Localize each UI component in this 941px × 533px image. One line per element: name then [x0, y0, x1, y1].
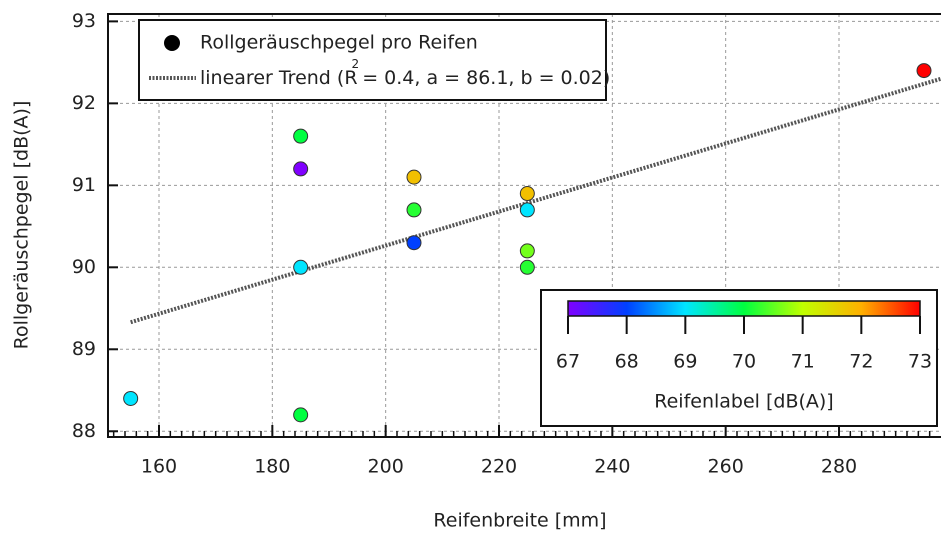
colorbar-tick-label: 68 — [615, 351, 639, 373]
colorbar-label: Reifenlabel [dB(A)] — [654, 391, 833, 413]
y-tick-label: 91 — [72, 174, 96, 196]
colorbar-tick-label: 73 — [908, 351, 932, 373]
legend-label-part: 2 — [352, 57, 360, 71]
colorbar-tick-label: 71 — [791, 351, 815, 373]
data-point — [406, 202, 422, 218]
plot-frame — [107, 13, 941, 438]
colorbar-tick-label: 69 — [673, 351, 697, 373]
data-point — [519, 243, 535, 259]
legend-label-part: = 0.4, a = 86.1, b = 0.02) — [356, 67, 610, 89]
colorbar-tick-label: 70 — [732, 351, 756, 373]
legend-label: linearer Trend (R2 = 0.4, a = 86.1, b = … — [200, 57, 610, 89]
colorbar-tick-label: 72 — [849, 351, 873, 373]
data-point — [916, 63, 932, 79]
data-point — [293, 161, 309, 177]
colorbar — [567, 300, 921, 317]
y-tick-label: 93 — [72, 10, 96, 32]
data-point — [406, 235, 422, 251]
legend-marker — [164, 35, 180, 51]
x-tick-label: 220 — [481, 456, 517, 478]
trend-line — [130, 76, 941, 325]
legend-box — [138, 19, 607, 101]
data-point — [293, 407, 309, 423]
legend-label-part: linearer Trend (R — [200, 67, 358, 89]
data-point — [123, 390, 139, 406]
x-tick-label: 240 — [594, 456, 630, 478]
x-tick-label: 160 — [141, 456, 177, 478]
data-point — [519, 259, 535, 275]
y-tick-label: 90 — [72, 256, 96, 278]
legend-label: Rollgeräuschpegel pro Reifen — [200, 32, 478, 54]
x-tick-label: 260 — [708, 456, 744, 478]
y-axis-label: Rollgeräuschpegel [dB(A)] — [11, 101, 33, 350]
y-tick-label: 92 — [72, 92, 96, 114]
data-point — [519, 202, 535, 218]
x-tick-label: 180 — [254, 456, 290, 478]
x-axis-label: Reifenbreite [mm] — [433, 510, 606, 532]
x-tick-label: 200 — [368, 456, 404, 478]
data-point — [519, 186, 535, 202]
x-tick-label: 280 — [821, 456, 857, 478]
data-point — [293, 259, 309, 275]
data-point — [406, 169, 422, 185]
y-tick-label: 89 — [72, 338, 96, 360]
y-tick-label: 88 — [72, 420, 96, 442]
colorbar-tick-label: 67 — [556, 351, 580, 373]
data-point — [293, 128, 309, 144]
